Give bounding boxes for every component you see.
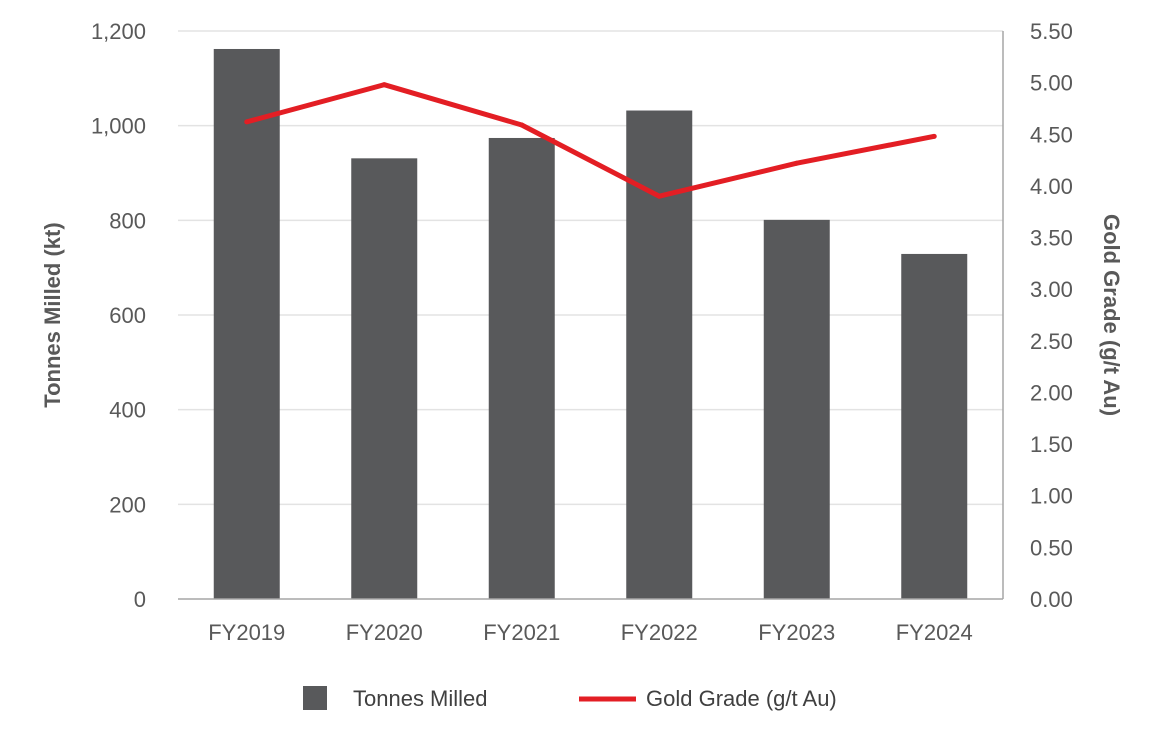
gridlines — [178, 30, 1003, 506]
gold-grade-line — [246, 82, 935, 199]
left-axis-title: Tonnes Milled (kt) — [40, 222, 65, 407]
left-tick-label: 800 — [109, 208, 146, 233]
axes — [178, 31, 1004, 600]
line-point — [656, 193, 662, 199]
bar — [901, 253, 968, 599]
right-axis-ticks: 0.00 0.50 1.00 1.50 2.00 2.50 3.00 3.50 4.00 4.50… — [1030, 19, 1073, 612]
line-point — [931, 133, 937, 139]
right-tick-label: 0.00 — [1030, 587, 1073, 612]
bar — [763, 219, 830, 600]
right-tick-label: 0.50 — [1030, 535, 1073, 560]
right-tick-label: 3.50 — [1030, 226, 1073, 251]
right-tick-label: 3.00 — [1030, 277, 1073, 302]
right-axis-title: Gold Grade (g/t Au) — [1099, 214, 1124, 416]
right-tick-label: 5.50 — [1030, 19, 1073, 44]
bar-series — [213, 48, 968, 600]
line-point — [519, 122, 525, 128]
right-tick-label: 4.00 — [1030, 174, 1073, 199]
left-tick-label: 400 — [109, 398, 146, 423]
left-tick-label: 600 — [109, 303, 146, 328]
x-tick-label: FY2019 — [208, 620, 285, 645]
right-tick-label: 1.00 — [1030, 484, 1073, 509]
line-series — [244, 82, 937, 199]
bar — [488, 137, 555, 599]
bar — [213, 48, 280, 599]
right-tick-label: 2.50 — [1030, 329, 1073, 354]
x-tick-label: FY2024 — [896, 620, 973, 645]
left-tick-label: 1,000 — [91, 114, 146, 139]
x-tick-label: FY2021 — [483, 620, 560, 645]
x-axis-ticks: FY2019 FY2020 FY2021 FY2022 FY2023 FY2024 — [208, 620, 973, 645]
line-point — [381, 82, 387, 88]
line-point — [244, 119, 250, 125]
x-tick-label: FY2022 — [621, 620, 698, 645]
left-axis-ticks: 0 200 400 600 800 1,000 1,200 — [91, 19, 146, 612]
right-tick-label: 4.50 — [1030, 122, 1073, 147]
right-tick-label: 2.00 — [1030, 380, 1073, 405]
left-tick-label: 200 — [109, 492, 146, 517]
right-tick-label: 1.50 — [1030, 432, 1073, 457]
right-tick-label: 5.00 — [1030, 71, 1073, 96]
left-tick-label: 0 — [134, 587, 146, 612]
bar — [351, 158, 418, 599]
legend-label-tonnes: Tonnes Milled — [353, 686, 488, 711]
left-tick-label: 1,200 — [91, 19, 146, 44]
legend-label-gold-grade: Gold Grade (g/t Au) — [646, 686, 837, 711]
x-tick-label: FY2023 — [758, 620, 835, 645]
line-point — [794, 160, 800, 166]
x-tick-label: FY2020 — [346, 620, 423, 645]
legend: Tonnes Milled Gold Grade (g/t Au) — [303, 686, 837, 711]
legend-bar-swatch — [303, 686, 327, 710]
